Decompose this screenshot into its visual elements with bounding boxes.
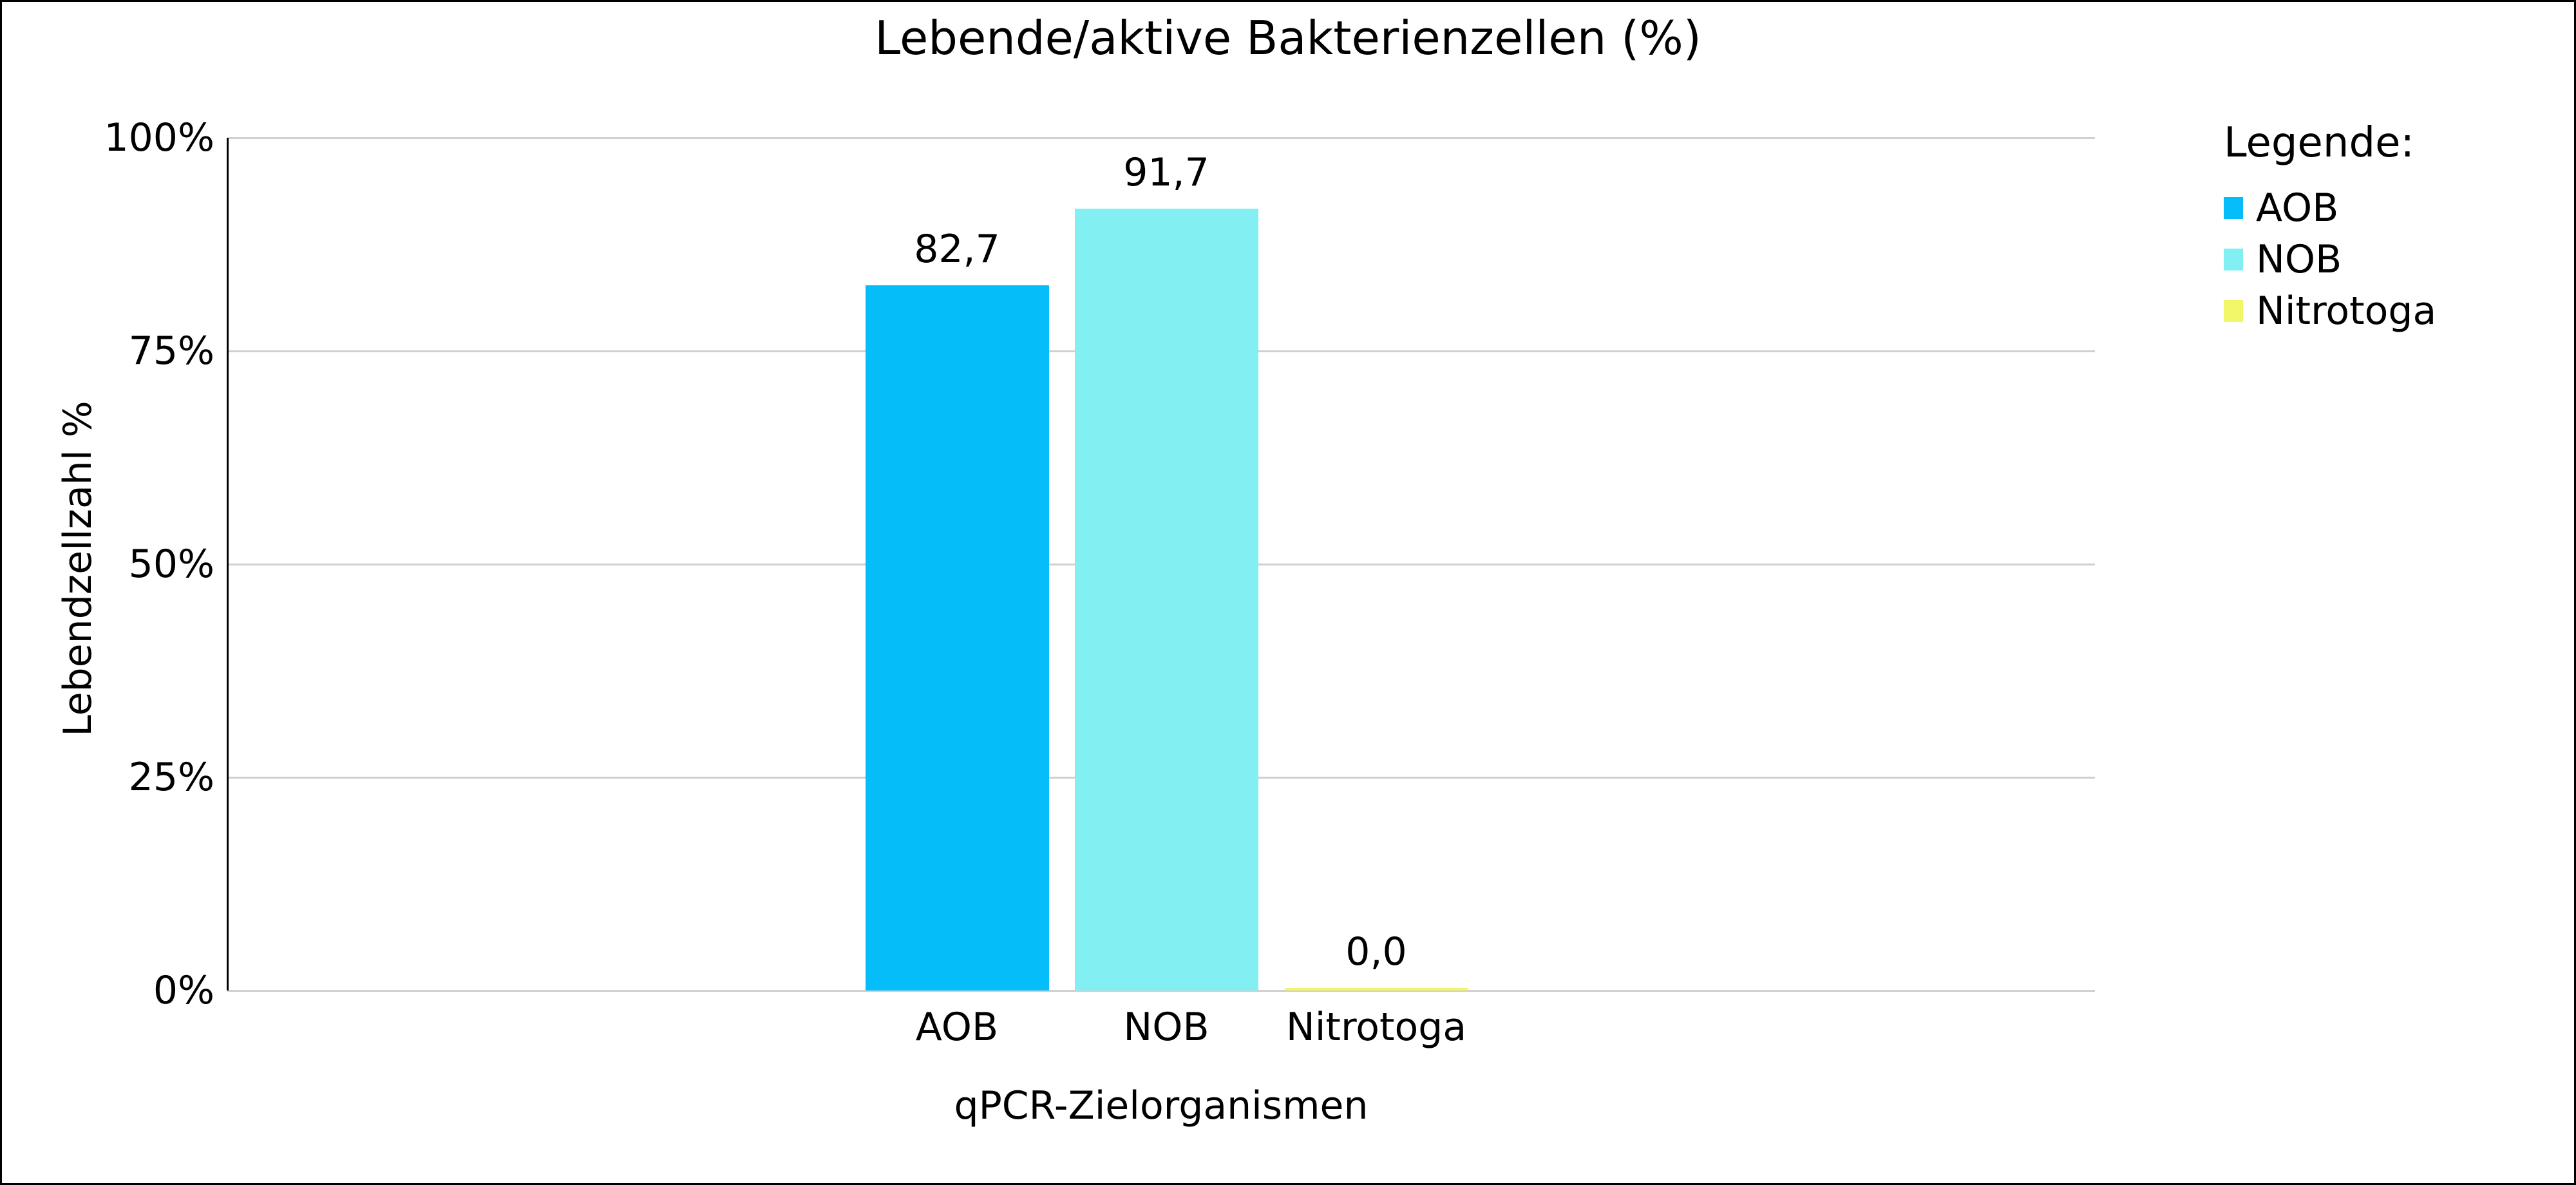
legend-label-Nitrotoga: Nitrotoga	[2256, 289, 2437, 334]
y-tick-label-0%: 0%	[153, 968, 214, 1013]
bar-Nitrotoga	[1284, 988, 1468, 991]
y-tick-label-50%: 50%	[128, 542, 214, 587]
value-label-AOB: 82,7	[914, 227, 1000, 272]
value-label-Nitrotoga: 0,0	[1345, 929, 1407, 974]
bar-AOB	[865, 285, 1049, 991]
legend-items: AOB NOB Nitrotoga	[2224, 182, 2436, 337]
chart-title: Lebende/aktive Bakterienzellen (%)	[875, 11, 1701, 65]
y-tick-label-25%: 25%	[128, 755, 214, 800]
y-tick-label-75%: 75%	[128, 328, 214, 374]
legend-item-NOB: NOB	[2224, 234, 2436, 285]
gridline-0%	[227, 989, 2095, 992]
x-tick-label-Nitrotoga: Nitrotoga	[1285, 1005, 1467, 1050]
legend-label-AOB: AOB	[2256, 185, 2339, 231]
bar-NOB	[1074, 208, 1258, 991]
x-tick-label-NOB: NOB	[1123, 1005, 1209, 1050]
legend: Legende: AOB NOB Nitrotoga	[2224, 118, 2436, 337]
plot-area: 82,7 91,7 0,0	[227, 137, 2095, 992]
gridline-100%	[227, 137, 2095, 139]
legend-swatch-AOB	[2224, 197, 2243, 219]
legend-item-Nitrotoga: Nitrotoga	[2224, 285, 2436, 337]
x-tick-label-AOB: AOB	[915, 1005, 999, 1050]
x-axis-title: qPCR-Zielorganismen	[954, 1083, 1368, 1128]
legend-swatch-Nitrotoga	[2224, 300, 2243, 322]
legend-label-NOB: NOB	[2256, 237, 2342, 282]
legend-title: Legende:	[2224, 119, 2415, 167]
legend-item-AOB: AOB	[2224, 182, 2436, 234]
y-axis-line	[227, 138, 229, 991]
legend-swatch-NOB	[2224, 249, 2243, 270]
value-label-NOB: 91,7	[1123, 149, 1209, 195]
y-tick-label-100%: 100%	[104, 115, 214, 160]
